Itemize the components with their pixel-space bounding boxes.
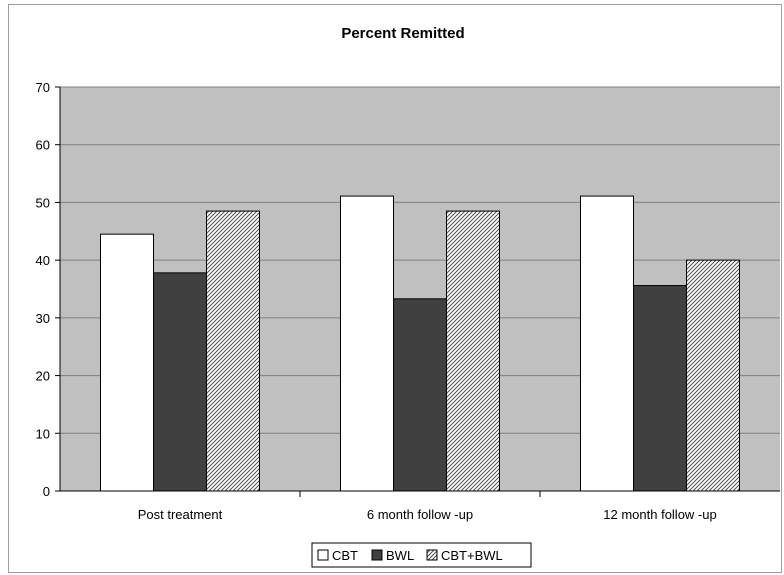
y-tick-label: 40 bbox=[36, 253, 50, 268]
bar-cbt-2 bbox=[580, 195, 634, 492]
bar-bwl-1 bbox=[393, 298, 447, 492]
bar-cbt-0 bbox=[100, 233, 154, 492]
y-tick-labels: 0 10 20 30 40 50 60 70 bbox=[36, 80, 50, 499]
y-tick-label: 30 bbox=[36, 311, 50, 326]
bar-bwl-2 bbox=[633, 285, 687, 492]
bar-cbt-plus-bwl-1 bbox=[446, 210, 500, 492]
legend-label: CBT bbox=[332, 548, 358, 563]
y-tick-label: 60 bbox=[36, 138, 50, 153]
x-tick-label: Post treatment bbox=[138, 507, 223, 522]
axes bbox=[55, 86, 780, 497]
y-tick-label: 50 bbox=[36, 195, 50, 210]
x-tick-label: 12 month follow -up bbox=[603, 507, 716, 522]
bar-cbt-plus-bwl-0 bbox=[206, 210, 260, 492]
bar-bwl-0 bbox=[153, 272, 207, 492]
chart-title: Percent Remitted bbox=[341, 25, 464, 42]
y-tick-label: 0 bbox=[43, 484, 50, 499]
legend: CBT BWL CBT+BWL bbox=[311, 542, 532, 568]
x-tick-label: 6 month follow -up bbox=[367, 507, 473, 522]
y-tick-label: 10 bbox=[36, 426, 50, 441]
x-tick-labels: Post treatment 6 month follow -up 12 month… bbox=[138, 507, 717, 522]
bar-cbt-plus-bwl-2 bbox=[686, 259, 740, 492]
legend-label: CBT+BWL bbox=[441, 548, 503, 563]
y-tick-label: 20 bbox=[36, 369, 50, 384]
legend-swatch-cbt-plus-bwl bbox=[426, 549, 438, 561]
legend-swatch-cbt bbox=[317, 549, 329, 561]
bar-cbt-1 bbox=[340, 195, 394, 492]
y-tick-label: 70 bbox=[36, 80, 50, 95]
legend-box bbox=[311, 542, 532, 568]
legend-label: BWL bbox=[386, 548, 414, 563]
legend-swatch-bwl bbox=[371, 549, 383, 561]
